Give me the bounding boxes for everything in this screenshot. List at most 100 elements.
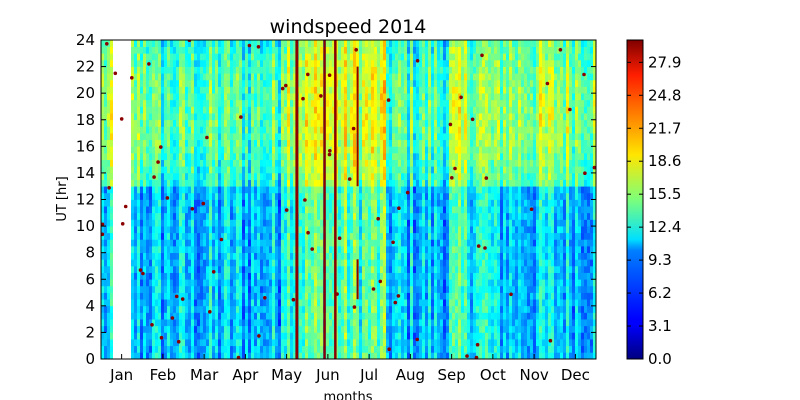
heat-cell [221, 73, 225, 81]
heat-cell [236, 79, 240, 87]
heat-cell [419, 332, 423, 340]
heat-cell [377, 133, 381, 141]
heat-cell [425, 40, 429, 47]
heat-cell [221, 279, 225, 287]
heat-cell [317, 79, 321, 87]
heat-cell [377, 199, 381, 207]
heat-cell [326, 232, 330, 240]
heat-cell [230, 219, 234, 227]
heat-cell [329, 312, 333, 320]
heat-cell [203, 146, 207, 154]
heat-cell [299, 232, 303, 240]
heat-cell [251, 265, 255, 273]
heat-cell [209, 285, 213, 293]
heat-cell [218, 133, 222, 141]
heat-cell [356, 339, 360, 347]
heat-cell [173, 53, 177, 61]
heat-cell [194, 232, 198, 240]
heat-cell [374, 139, 378, 147]
heat-cell [308, 119, 312, 127]
heat-cell [137, 279, 141, 287]
heat-cell [209, 172, 213, 180]
heat-cell [143, 40, 147, 47]
heat-cell [365, 259, 369, 267]
heat-cell [131, 332, 135, 340]
heat-cell [416, 166, 420, 174]
heat-cell [278, 246, 282, 254]
heat-cell [236, 73, 240, 81]
heat-cell [101, 179, 105, 187]
heat-cell [365, 312, 369, 320]
heat-cell [311, 332, 315, 340]
heat-cell [254, 312, 258, 320]
heat-cell [311, 172, 315, 180]
heat-cell [278, 99, 282, 107]
heat-cell [218, 53, 222, 61]
heat-cell [374, 279, 378, 287]
heat-cell [215, 352, 219, 359]
heat-cell [362, 73, 366, 81]
heat-cell [260, 246, 264, 254]
heat-cell [185, 172, 189, 180]
heat-cell [347, 305, 351, 313]
heat-cell [311, 152, 315, 160]
heat-cell [341, 46, 345, 54]
heat-cell [371, 172, 375, 180]
heat-cell [233, 212, 237, 220]
heat-cell [224, 93, 228, 101]
heat-cell [377, 46, 381, 54]
heat-cell [380, 279, 384, 287]
heat-cell [341, 305, 345, 313]
heat-cell [401, 339, 405, 347]
heat-cell [404, 139, 408, 147]
heat-cell [110, 59, 114, 67]
heat-cell [275, 152, 279, 160]
heat-cell [134, 239, 138, 247]
heat-cell [233, 285, 237, 293]
heat-cell [422, 272, 426, 280]
heat-cell [287, 133, 291, 141]
heat-cell [107, 299, 111, 307]
heat-cell [239, 232, 243, 240]
heat-cell [278, 319, 282, 327]
heat-cell [260, 159, 264, 167]
heat-cell [428, 106, 432, 114]
heat-cell [380, 305, 384, 313]
heat-cell [203, 192, 207, 200]
heat-cell [389, 172, 393, 180]
heat-cell [347, 285, 351, 293]
heat-cell [161, 345, 165, 353]
heat-cell [356, 186, 360, 194]
heat-cell [314, 119, 318, 127]
heat-cell [236, 246, 240, 254]
heat-cell [305, 299, 309, 307]
heat-cell [305, 186, 309, 194]
heat-cell [290, 152, 294, 160]
heat-cell [245, 152, 249, 160]
heat-cell [389, 212, 393, 220]
heat-cell [341, 299, 345, 307]
heat-cell [263, 285, 267, 293]
heat-cell [374, 232, 378, 240]
heat-cell [341, 319, 345, 327]
heat-cell [278, 79, 282, 87]
heat-cell [179, 239, 183, 247]
heat-cell [206, 206, 210, 214]
heat-cell [290, 285, 294, 293]
heat-cell [374, 133, 378, 141]
heat-cell [179, 152, 183, 160]
heat-cell [233, 352, 237, 359]
heat-cell [161, 126, 165, 134]
heat-cell [308, 179, 312, 187]
heat-cell [239, 53, 243, 61]
heat-cell [422, 312, 426, 320]
heat-cell [413, 146, 417, 154]
heat-cell [191, 319, 195, 327]
heat-cell [338, 113, 342, 121]
heat-cell [398, 46, 402, 54]
heat-cell [425, 93, 429, 101]
heat-cell [146, 305, 150, 313]
heat-cell [299, 146, 303, 154]
heat-cell [248, 99, 252, 107]
heat-cell [407, 345, 411, 353]
